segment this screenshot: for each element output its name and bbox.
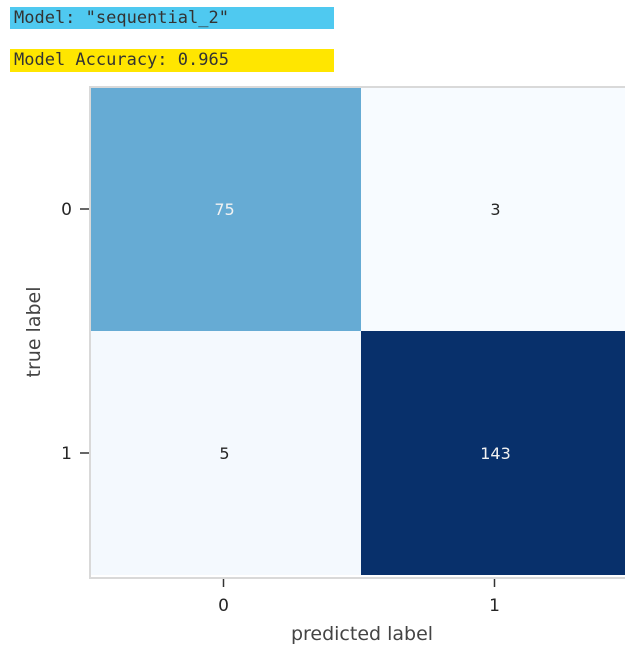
cell-value-labels: 75 3 5 143 — [214, 200, 510, 463]
model-name-label: Model: "sequential_2" — [10, 7, 334, 29]
heatmap-cell-0-0 — [90, 87, 361, 331]
x-tick-label-1: 1 — [489, 596, 500, 616]
x-axis-title: predicted label — [291, 623, 433, 645]
cell-value-0-0: 75 — [214, 200, 234, 219]
heatmap-cells — [90, 87, 625, 575]
cell-value-0-1: 3 — [490, 200, 500, 219]
model-accuracy-label: Model Accuracy: 0.965 — [10, 49, 334, 72]
y-tick-label-1: 1 — [61, 444, 72, 464]
cell-value-1-0: 5 — [219, 444, 229, 463]
y-axis-title: true label — [23, 287, 45, 378]
heatmap-cell-1-1 — [361, 331, 625, 575]
y-axis-ticks: 01 — [61, 200, 89, 464]
heatmap-cell-0-1 — [361, 87, 625, 331]
cell-value-1-1: 143 — [480, 444, 511, 463]
x-tick-label-0: 0 — [218, 596, 229, 616]
plot-frame — [89, 86, 625, 579]
heatmap-cell-1-0 — [90, 331, 361, 575]
y-tick-label-0: 0 — [61, 200, 72, 220]
